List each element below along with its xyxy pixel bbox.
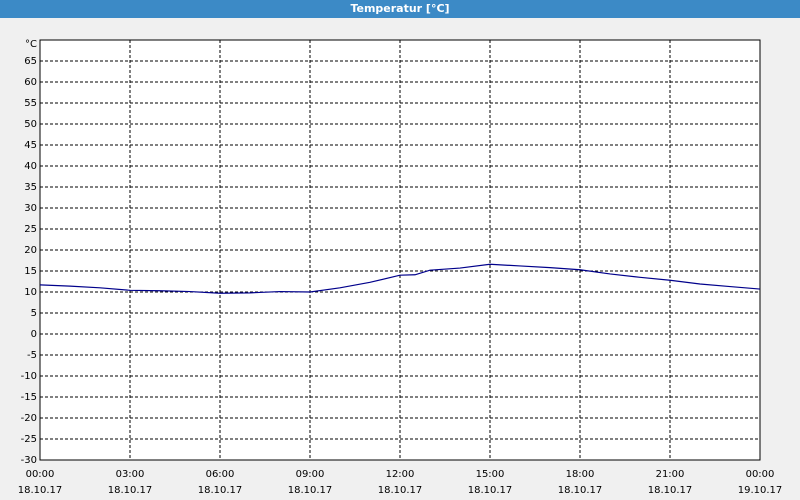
y-tick-label: -5 — [27, 350, 37, 361]
y-tick-label: -30 — [21, 455, 37, 466]
y-tick-label: 50 — [24, 119, 37, 130]
x-tick-date: 18.10.17 — [198, 485, 243, 496]
y-tick-label: 55 — [24, 98, 37, 109]
y-tick-label: 15 — [24, 266, 37, 277]
x-tick-label: 12:00 — [386, 469, 415, 480]
y-tick-label: -15 — [21, 392, 37, 403]
y-unit: °C — [25, 39, 37, 50]
y-tick-label: 65 — [24, 56, 37, 67]
x-tick-label: 06:00 — [206, 469, 235, 480]
y-tick-label: -25 — [21, 434, 37, 445]
y-tick-label: 60 — [24, 77, 37, 88]
x-tick-label: 21:00 — [656, 469, 685, 480]
title-bar: Temperatur [°C] — [0, 0, 800, 18]
y-tick-label: 25 — [24, 224, 37, 235]
y-tick-label: -10 — [21, 371, 37, 382]
y-tick-label: 45 — [24, 140, 37, 151]
x-tick-date: 18.10.17 — [108, 485, 153, 496]
x-tick-label: 09:00 — [296, 469, 325, 480]
x-tick-date: 19.10.17 — [738, 485, 783, 496]
y-tick-label: 10 — [24, 287, 37, 298]
y-tick-label: 20 — [24, 245, 37, 256]
x-tick-date: 18.10.17 — [468, 485, 513, 496]
x-tick-date: 18.10.17 — [18, 485, 63, 496]
x-tick-label: 18:00 — [566, 469, 595, 480]
x-tick-label: 00:00 — [746, 469, 775, 480]
y-tick-label: 40 — [24, 161, 37, 172]
x-tick-label: 03:00 — [116, 469, 145, 480]
y-tick-label: 5 — [31, 308, 37, 319]
chart: -30 -25 -20 -15 -10 -5 0 5 10 15 20 25 30 35 40 45 50 55 6… — [18, 39, 783, 496]
data-line — [39, 263, 761, 294]
y-tick-label: 35 — [24, 182, 37, 193]
y-tick-label: 30 — [24, 203, 37, 214]
x-tick-date: 18.10.17 — [558, 485, 603, 496]
x-tick-date: 18.10.17 — [288, 485, 333, 496]
x-tick-date: 18.10.17 — [378, 485, 423, 496]
x-tick-date: 18.10.17 — [648, 485, 693, 496]
x-tick-label: 15:00 — [476, 469, 505, 480]
y-tick-label: 0 — [31, 329, 37, 340]
y-tick-label: -20 — [21, 413, 37, 424]
x-tick-label: 00:00 — [26, 469, 55, 480]
